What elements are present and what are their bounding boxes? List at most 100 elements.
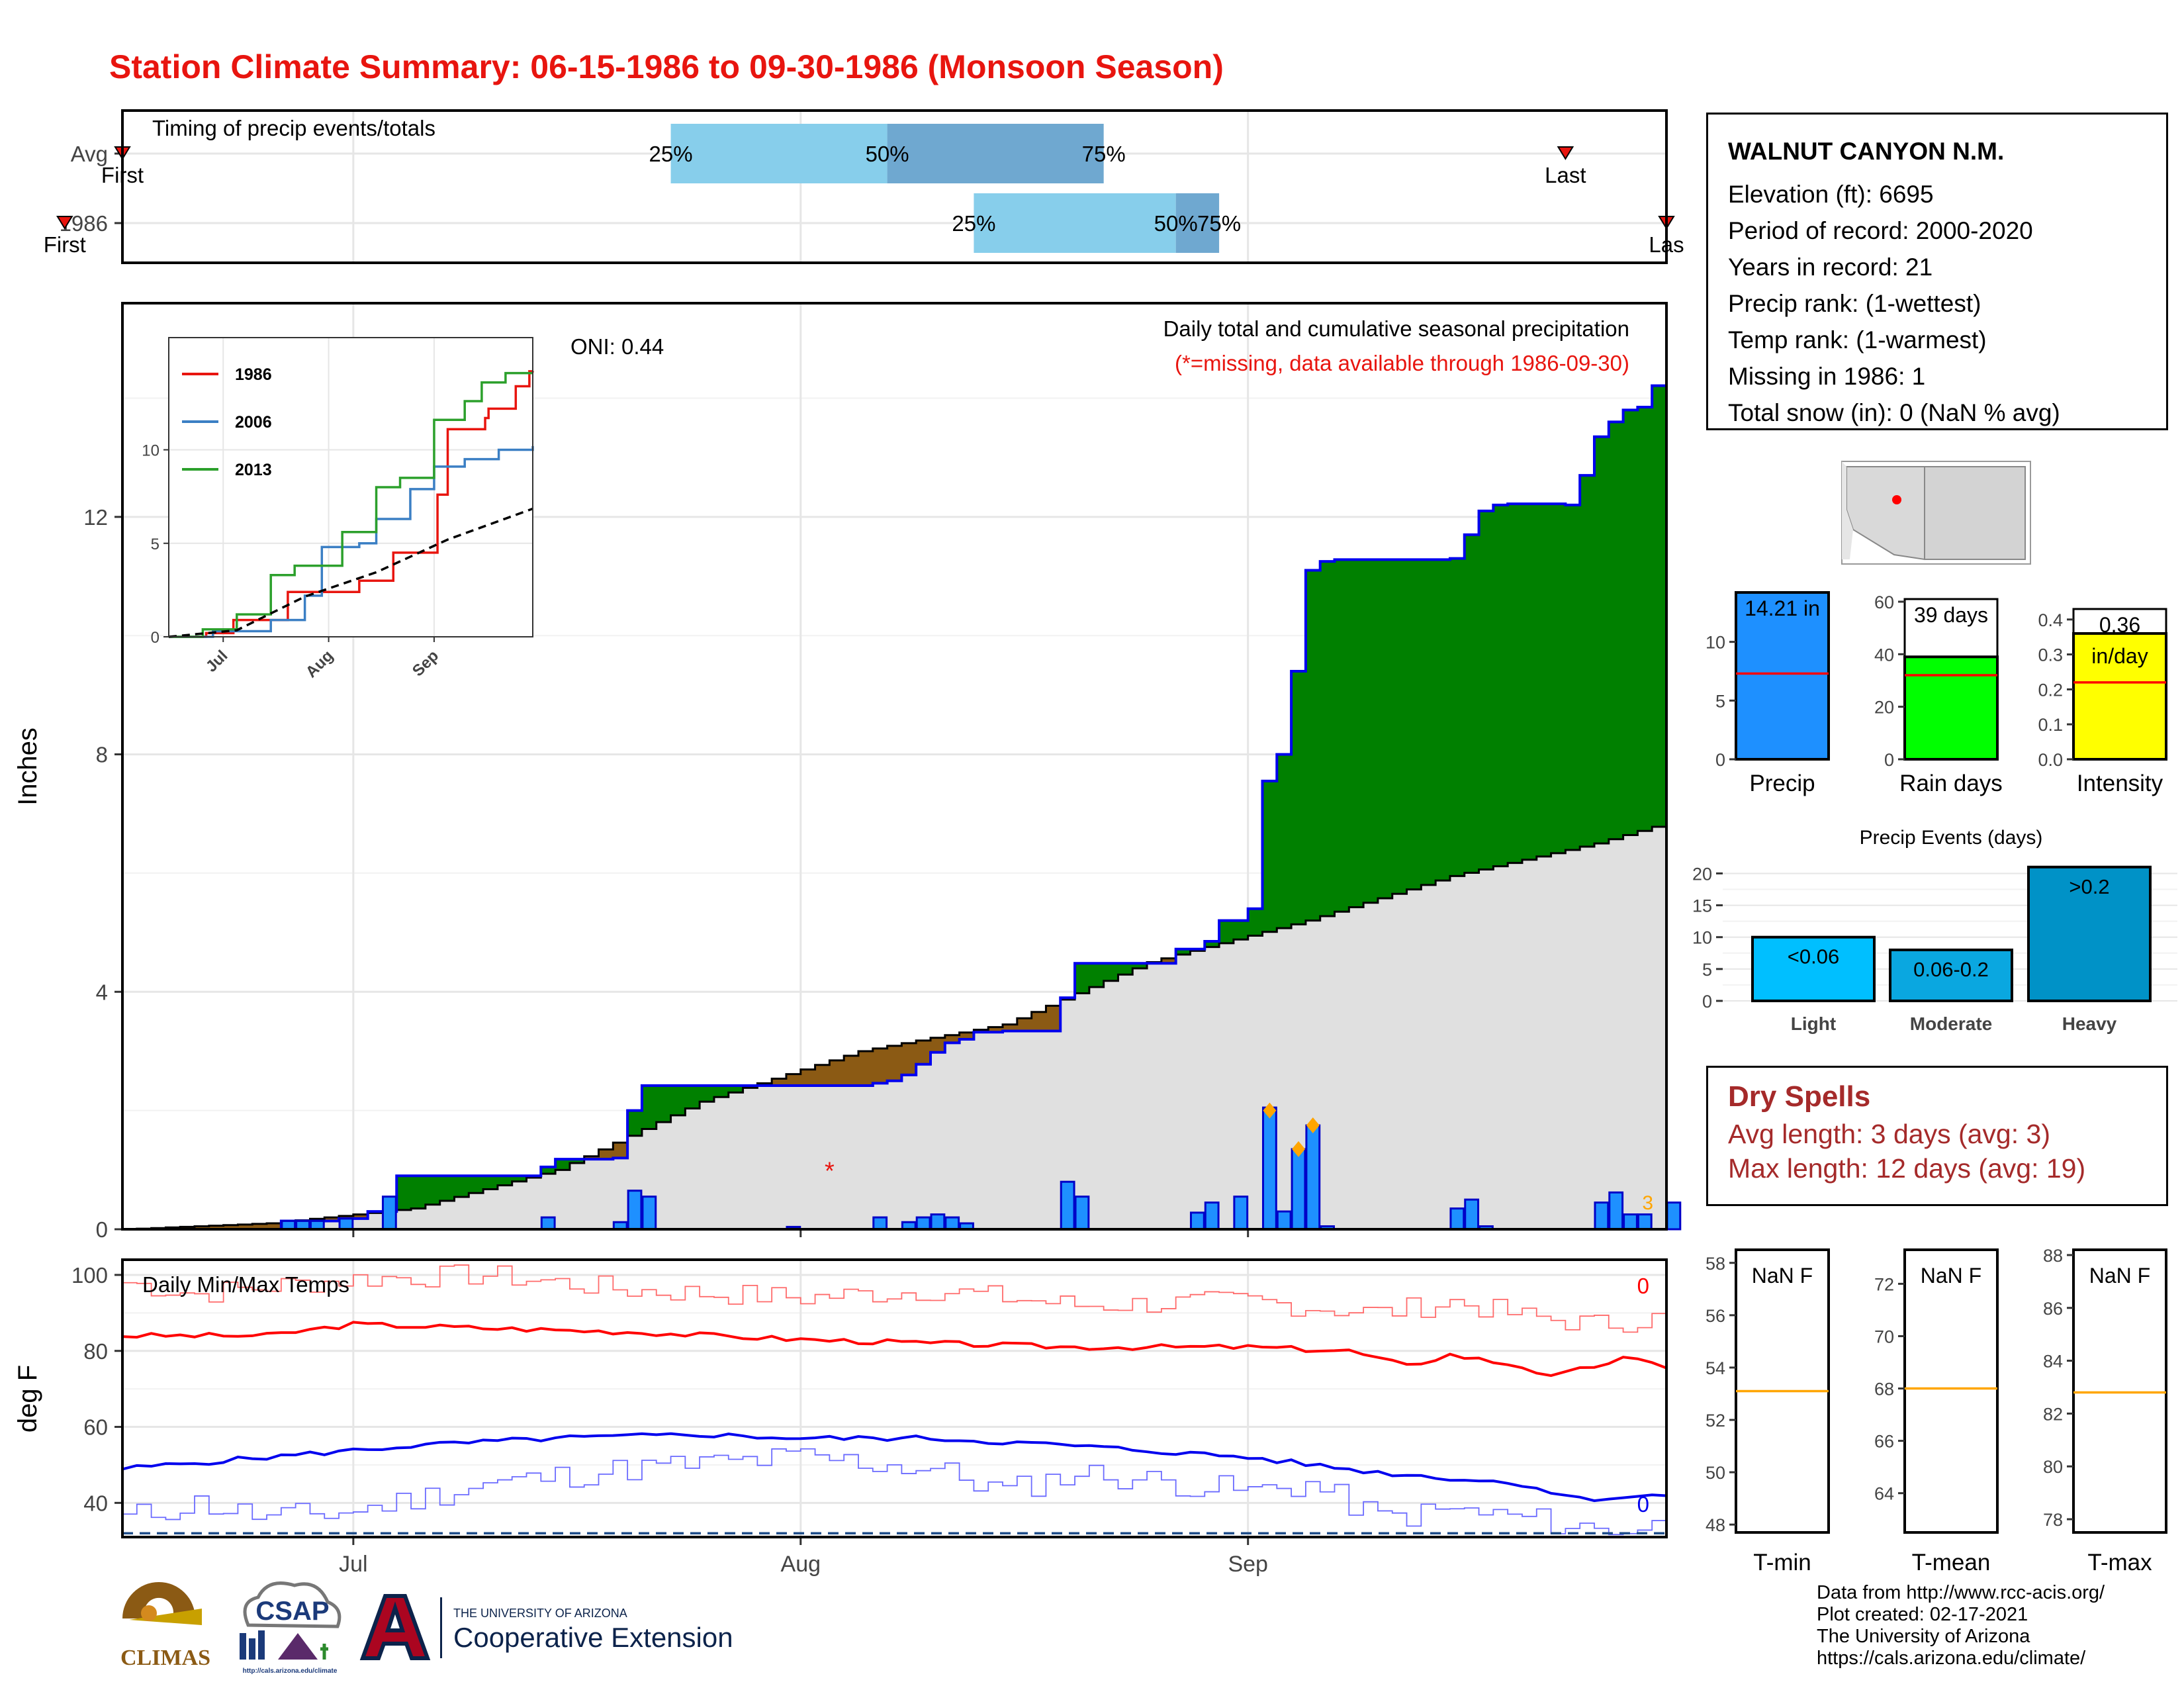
temp-summary-y-tick-label: 78 <box>2043 1510 2063 1530</box>
summary-bar <box>1903 655 1999 761</box>
temp-summary-y-tick-label: 52 <box>1706 1411 1725 1430</box>
timing-last-label: Last <box>1545 163 1586 187</box>
temp-summary-t-mean: NaN F 64 66 68 70 72 T-mean <box>1874 1248 1999 1575</box>
inset-legend-label: 2013 <box>235 461 272 479</box>
summary-y-tick-label: 0 <box>1715 750 1725 770</box>
temps-y-tick-label: 100 <box>71 1263 108 1288</box>
station-years: Years in record: 21 <box>1728 254 1933 281</box>
timing-first-marker <box>56 216 73 230</box>
temp-summary-y-tick-label: 68 <box>1874 1380 1894 1399</box>
temp-summary-label: NaN F <box>2089 1264 2150 1288</box>
precip-cumulative-line <box>122 384 1666 1231</box>
precip-daily-bar <box>1261 1106 1277 1231</box>
temp-summary-frame <box>2072 1248 2167 1534</box>
summary-category-label: Rain days <box>1899 771 2003 796</box>
precip-events-category-label: Heavy <box>2062 1013 2117 1034</box>
temp-summary-y-tick-label: 72 <box>1874 1274 1894 1294</box>
temps-y-tick-label: 60 <box>83 1415 108 1440</box>
dry-spells-max: Max length: 12 days (avg: 19) <box>1728 1153 2086 1184</box>
csap-logo-url: http://cals.arizona.edu/climate <box>243 1667 338 1675</box>
precip-events-bar-label: <0.06 <box>1788 945 1839 968</box>
precip-y-tick-label: 12 <box>83 505 108 530</box>
timing-bar-25-50 <box>974 193 1176 253</box>
temp-summary-y-tick-label: 66 <box>1874 1432 1894 1452</box>
precip-daily-bar <box>1276 1210 1292 1231</box>
timing-first-label: First <box>44 232 86 257</box>
timing-label-75: 75% <box>1082 142 1126 166</box>
temps-avg-max-line <box>122 1321 1667 1378</box>
station-elevation: Elevation (ft): 6695 <box>1728 181 1934 208</box>
precip-daily-bar <box>1060 1180 1075 1231</box>
temps-y-tick-label: 40 <box>83 1491 108 1515</box>
precip-frame <box>121 302 1668 1231</box>
temp-summary-label: NaN F <box>1752 1264 1813 1288</box>
temp-summary-y-tick-label: 50 <box>1706 1463 1725 1483</box>
temps-title: Daily Min/Max Temps <box>142 1272 349 1297</box>
summary-category-label: Intensity <box>2077 771 2163 796</box>
precip-events-bar <box>1889 948 2013 1002</box>
precip-events-bar <box>2027 865 2152 1003</box>
summary-y-tick-label: 0.0 <box>2038 750 2063 770</box>
station-period: Period of record: 2000-2020 <box>1728 217 2033 244</box>
summary-bar <box>1735 591 1830 761</box>
precip-panel: * 3 0 4 8 12 Inches Daily total and cumulative … <box>13 302 1682 1242</box>
temps-y-tick-label: 80 <box>83 1339 108 1364</box>
temp-summary-y-tick-label: 84 <box>2043 1352 2063 1372</box>
precip-daily-bar <box>1464 1198 1480 1231</box>
ua-logo: THE UNIVERSITY OF ARIZONA Cooperative Ex… <box>359 1594 733 1660</box>
temp-summary-y-tick-label: 86 <box>2043 1299 2063 1319</box>
timing-label-75: 75% <box>1197 211 1241 236</box>
precip-daily-bar <box>1449 1207 1465 1231</box>
credits: Data from http://www.rcc-acis.org/ Plot … <box>1817 1582 2105 1669</box>
precip-events-title: Precip Events (days) <box>1860 827 2043 849</box>
temps-max-1986-line <box>122 1264 1667 1333</box>
station-missing: Missing in 1986: 1 <box>1728 363 1926 390</box>
credit-url: https://cals.arizona.edu/climate/ <box>1817 1648 2086 1669</box>
temps-max-count: 0 <box>1637 1274 1649 1298</box>
temp-summary-y-tick-label: 58 <box>1706 1254 1725 1274</box>
inset-series-line <box>169 445 534 638</box>
precip-daily-bar <box>1233 1196 1249 1231</box>
climas-logo-text: CLIMAS <box>120 1646 210 1670</box>
precip-events-chart: Precip Events (days) <0.06 Light 0.06-0.2 Mo… <box>1692 827 2177 1034</box>
precip-events-y-tick-label: 0 <box>1702 992 1712 1011</box>
csap-logo: CSAP http://cals.arizona.edu/climate <box>240 1581 341 1675</box>
summary-y-tick-label: 60 <box>1874 592 1894 612</box>
temp-summary-label: NaN F <box>1921 1264 1981 1288</box>
precip-daily-bar <box>641 1196 657 1231</box>
dry-spells-box: Dry Spells Avg length: 3 days (avg: 3) M… <box>1706 1066 2168 1206</box>
summary-bar-unit: in/day <box>2091 644 2148 668</box>
inset-legend-label: 2006 <box>235 413 272 432</box>
temp-summary-category-label: T-mean <box>1912 1550 1991 1575</box>
inset-series-line <box>168 507 533 638</box>
precip-daily-bar <box>338 1217 354 1231</box>
precip-daily-bar <box>1594 1201 1610 1231</box>
summary-bar-label: 39 days <box>1914 603 1988 627</box>
temps-x-tick-label: Sep <box>1228 1552 1268 1577</box>
precip-y-tick-label: 8 <box>96 743 108 767</box>
summary-bar-label: 14.21 in <box>1745 596 1820 620</box>
inset-legend-label: 1986 <box>235 365 272 384</box>
summary-y-tick-label: 20 <box>1874 698 1894 718</box>
summary-bar <box>2072 632 2167 761</box>
inset-series-line <box>169 370 534 638</box>
summary-precip: 0 5 10 14.21 in Precip <box>1706 591 1830 796</box>
page-title: Station Climate Summary: 06-15-1986 to 0… <box>109 48 1224 85</box>
timing-title: Timing of precip events/totals <box>152 116 435 140</box>
temps-x-tick-label: Aug <box>781 1552 821 1577</box>
precip-y-axis-label: Inches <box>13 727 42 806</box>
temp-summary-t-max: NaN F 78 80 82 84 86 88 T-max <box>2043 1246 2167 1575</box>
precip-extreme-marker <box>1263 1102 1277 1119</box>
precip-daily-bar <box>1623 1213 1638 1231</box>
precip-average-area <box>122 822 1666 1229</box>
inset-frame <box>168 337 533 637</box>
precip-events-y-tick-label: 5 <box>1702 960 1712 980</box>
inset-y-tick-label: 0 <box>151 629 159 647</box>
map-state-neighbor <box>1842 461 1853 559</box>
precip-events-bar-label: >0.2 <box>2069 875 2109 898</box>
location-map <box>1841 461 2031 565</box>
precip-daily-bar <box>1608 1191 1624 1231</box>
precip-daily-bar <box>1305 1124 1321 1231</box>
temp-summary-t-min: NaN F 48 50 52 54 56 58 T-min <box>1706 1248 1830 1575</box>
